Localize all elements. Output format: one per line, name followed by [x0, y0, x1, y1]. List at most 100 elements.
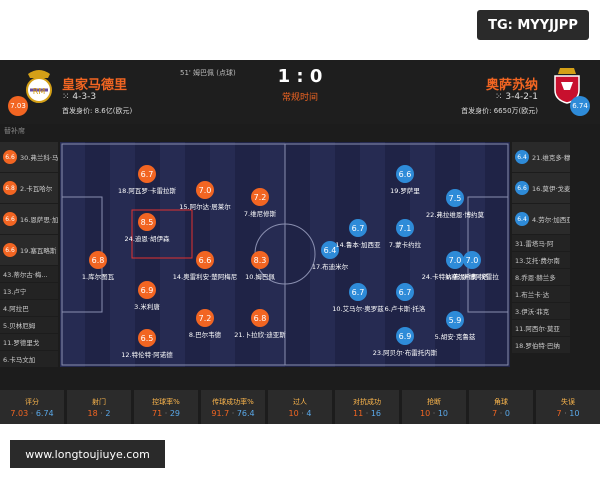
- home-player-10[interactable]: 8.3 10.姆巴佩: [245, 251, 275, 281]
- goal-event: 51' 姆巴佩 (点球): [180, 69, 236, 77]
- away-formation: ⁙ 3-4-2-1: [494, 92, 538, 102]
- player-rating: 7.0: [466, 256, 479, 265]
- player-rating-circle: [446, 251, 464, 269]
- stat-values: 18 · 2: [88, 409, 111, 418]
- away-team-name[interactable]: 奥萨苏纳: [485, 78, 538, 93]
- bench-player-name: 31.雷塔马·阿: [515, 240, 554, 248]
- home-player-8[interactable]: 7.2 8.巴尔韦德: [189, 309, 222, 339]
- bench-player[interactable]: 6.616.恩萨思·加西亚: [0, 204, 58, 234]
- home-player-11[interactable]: 6.8 21.卜拉欣·迪亚斯: [234, 309, 286, 339]
- away-player-11[interactable]: 7.0 24.卡特纳·布恩·博阿塔: [422, 251, 489, 281]
- bench-player[interactable]: 6.4 4.劳尔·加西亚: [512, 204, 570, 234]
- overlay-tag: TG: MYYJJPP: [477, 10, 589, 40]
- osasuna-crest-icon: [554, 68, 580, 104]
- bench-player[interactable]: 6.8 2.卡瓦哈尔: [0, 173, 58, 203]
- bench-player[interactable]: 43.蒂尔古·梅...: [0, 266, 58, 282]
- away-team-rating: 6.74: [570, 96, 590, 116]
- home-player-9[interactable]: 7.2 7.维尼修斯: [244, 188, 277, 218]
- home-player-5[interactable]: 6.5 12.特伦特·阿诺德: [121, 329, 173, 359]
- home-player-4[interactable]: 6.9 3.米利唐: [134, 281, 160, 311]
- stat-home-value: 18: [87, 408, 98, 418]
- stat-values: 11 · 16: [353, 409, 381, 418]
- player-rating: 6.6: [199, 256, 212, 265]
- bench-player[interactable]: 6.卡马文加: [0, 351, 58, 367]
- bench-player[interactable]: 8.乔恩·赫兰多: [512, 269, 570, 285]
- home-player-2[interactable]: 6.7 18.阿瓦罗·卡雷拉斯: [118, 165, 176, 195]
- match-period: 常规时间: [281, 93, 318, 103]
- away-player-5[interactable]: 6.9 23.阿贝尔·布雷托内斯: [373, 327, 438, 357]
- home-player-1[interactable]: 6.8 1.库尔图瓦: [82, 251, 115, 281]
- stat-values: 71 · 29: [152, 409, 180, 418]
- player-rating: 6.9: [399, 332, 412, 341]
- home-team-name[interactable]: 皇家马德里: [62, 78, 128, 93]
- stat-home-value: 91.7: [211, 408, 230, 418]
- stat-away-value: 6.74: [35, 408, 54, 418]
- player-name: 14.奥雷利安·楚阿梅尼: [173, 272, 237, 281]
- bench-player[interactable]: 13.卢宁: [0, 283, 58, 299]
- away-player-3[interactable]: 6.7 10.艾马尔·奥罗兹: [332, 283, 384, 313]
- away-player-10[interactable]: 7.5 22.弗拉维恩·博约莫: [426, 189, 484, 219]
- away-player-8[interactable]: 6.6 19.罗萨里: [390, 165, 420, 195]
- player-rating-circle: [251, 309, 269, 327]
- bench-player-name: 3.伊沃·菲克: [515, 308, 550, 316]
- player-name: 19.罗萨里: [390, 186, 420, 195]
- home-player-6[interactable]: 7.0 15.阿尔达·居莱尔: [179, 181, 231, 211]
- away-player-7[interactable]: 7.1 7.蒙卡约拉: [389, 219, 422, 249]
- bench-player[interactable]: 18.罗伯特·巴纳: [512, 337, 570, 353]
- bench-player[interactable]: 6.421.维克多·穆尼...: [512, 142, 570, 172]
- home-player-7[interactable]: 6.6 14.奥雷利安·楚阿梅尼: [173, 251, 237, 281]
- player-name: 7.蒙卡约拉: [389, 240, 422, 249]
- player-rating-circle: [138, 329, 156, 347]
- player-rating: 6.6: [399, 170, 412, 179]
- bench-player-name: 4.劳尔·加西亚: [532, 216, 570, 224]
- bench-player[interactable]: 11.罗德里戈: [0, 334, 58, 350]
- stat-home-value: 10: [288, 408, 299, 418]
- home-player-3[interactable]: 8.5 24.迪恩·胡伊森: [125, 213, 170, 243]
- bench-player[interactable]: 11.阿西尔·莫亚: [512, 320, 570, 336]
- player-name: 6.卢卡斯·托洛: [385, 304, 426, 313]
- player-name: 3.米利唐: [134, 302, 160, 311]
- stat-label: 对抗成功: [353, 397, 381, 406]
- bench-rating: 6.8: [3, 181, 17, 195]
- bench-player[interactable]: 4.阿拉巴: [0, 300, 58, 316]
- stat-cell: 控球率% 71 · 29: [134, 390, 198, 424]
- bench-player-name: 11.阿西尔·莫亚: [515, 325, 560, 333]
- stat-cell: 抢断 10 · 10: [402, 390, 466, 424]
- bench-player[interactable]: 3.伊沃·菲克: [512, 303, 570, 319]
- away-player-4[interactable]: 6.7 14.鲁本·加西亚: [336, 219, 381, 249]
- bench-player-name: 16.恩萨思·加西亚: [20, 216, 58, 224]
- bench-player[interactable]: 13.艾托·费尔南: [512, 252, 570, 268]
- formation-icon: ⁙: [62, 92, 73, 102]
- bench-rating: 6.6: [3, 150, 17, 164]
- stat-home-value: 7: [492, 408, 498, 418]
- bench-player[interactable]: 5.贝林厄姆: [0, 317, 58, 333]
- bench-player[interactable]: 1.布兰卡·达: [512, 286, 570, 302]
- player-rating-circle: [349, 283, 367, 301]
- home-team-rating: 7.03: [8, 96, 28, 116]
- bench-player[interactable]: 6.616.莫伊·戈麦斯: [512, 173, 570, 203]
- away-player-6[interactable]: 6.7 6.卢卡斯·托洛: [385, 283, 426, 313]
- away-player-2[interactable]: 6.4 17.布迪米尔: [312, 241, 349, 271]
- away-player-9[interactable]: 5.9 5.胡安·克鲁兹: [435, 311, 476, 341]
- stat-separator: ·: [97, 408, 106, 418]
- stat-label: 抢断: [427, 397, 441, 406]
- bench-player[interactable]: 6.630.弗兰科·马斯...: [0, 142, 58, 172]
- bench-player-name: 6.卡马文加: [3, 356, 36, 364]
- player-rating: 6.5: [141, 334, 154, 343]
- player-name: 7.维尼修斯: [244, 209, 277, 218]
- stat-away-value: 0: [504, 408, 510, 418]
- player-name: 12.特伦特·阿诺德: [121, 350, 173, 359]
- stat-separator: ·: [561, 408, 570, 418]
- stat-label: 角球: [494, 397, 508, 406]
- stat-values: 10 · 10: [420, 409, 448, 418]
- bench-player-name: 1.布兰卡·达: [515, 291, 550, 299]
- away-bench: 6.421.维克多·穆尼...6.616.莫伊·戈麦斯6.44.劳尔·加西亚 31…: [512, 142, 570, 354]
- player-rating-circle: [138, 213, 156, 231]
- player-rating: 7.2: [199, 314, 212, 323]
- stat-values: 91.7 · 76.4: [211, 409, 254, 418]
- match-score: 1 : 0: [277, 66, 323, 87]
- bench-player[interactable]: 31.雷塔马·阿: [512, 235, 570, 251]
- away-player-1[interactable]: 7.0 1.塞尔希奥·埃雷拉: [445, 251, 499, 281]
- player-rating: 6.8: [254, 314, 267, 323]
- bench-player[interactable]: 6.6 19.塞瓦略斯: [0, 235, 58, 265]
